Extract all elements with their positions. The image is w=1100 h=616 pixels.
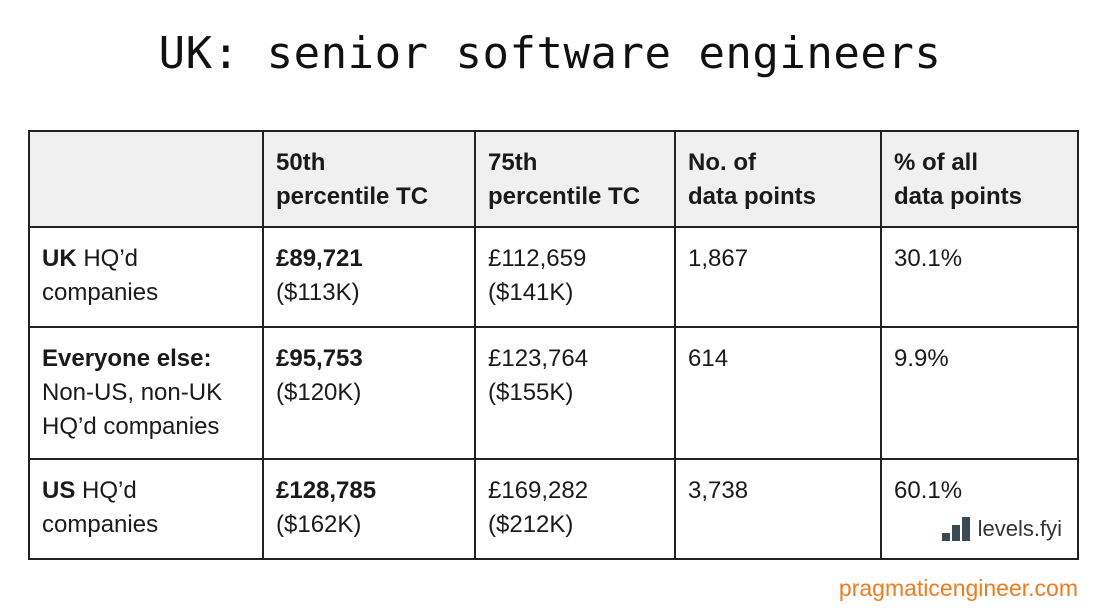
row-label-cell: UK HQ’d companies: [28, 226, 264, 328]
levels-fyi-logo-icon: [941, 517, 970, 541]
header-cell-p75: 75th percentile TC: [474, 130, 676, 228]
p75-cell: £123,764 ($155K): [474, 326, 676, 460]
p75-usd-value: ($212K): [488, 511, 574, 538]
header-cell-empty: [28, 130, 264, 228]
levels-fyi-label: levels.fyi: [977, 516, 1062, 541]
row-label-cell: US HQ’d companies: [28, 458, 264, 560]
header-p50-line1: 50th: [276, 149, 326, 176]
p75-usd-value: ($141K): [488, 279, 574, 306]
data-points-cell: 1,867: [674, 226, 882, 328]
p75-usd-value: ($155K): [488, 379, 574, 406]
p50-gbp-value: £128,785: [276, 477, 377, 504]
percent-cell: 30.1%: [880, 226, 1079, 328]
row-label-rest: HQ’d companies: [42, 245, 159, 306]
percent-cell: 60.1%: [880, 458, 1079, 560]
header-cell-percent: % of all data points: [880, 130, 1079, 228]
header-cell-p50: 50th percentile TC: [262, 130, 476, 228]
p50-usd-value: ($113K): [276, 279, 360, 306]
p50-gbp-value: £89,721: [276, 245, 363, 272]
header-p75-line2: percentile TC: [488, 183, 641, 210]
p75-gbp-value: £112,659: [488, 245, 587, 272]
p75-cell: £169,282 ($212K): [474, 458, 676, 560]
table-row: UK HQ’d companies £89,721 ($113K) £112,6…: [28, 226, 1079, 328]
row-label-rest: HQ’d companies: [42, 477, 159, 538]
header-percent-line2: data points: [894, 183, 1023, 210]
p50-cell: £128,785 ($162K): [262, 458, 476, 560]
percent-cell: 9.9%: [880, 326, 1079, 460]
row-label-cell: Everyone else: Non-US, non-UK HQ’d compan…: [28, 326, 264, 460]
header-data-points-line1: No. of: [688, 149, 756, 176]
p50-cell: £95,753 ($120K): [262, 326, 476, 460]
chart-title: UK: senior software engineers: [158, 28, 942, 79]
salary-table: 50th percentile TC 75th percentile TC No…: [28, 130, 1079, 560]
p50-usd-value: ($162K): [276, 511, 362, 538]
table-header-row: 50th percentile TC 75th percentile TC No…: [28, 130, 1079, 228]
row-label-bold: Everyone else:: [42, 345, 212, 372]
data-points-cell: 614: [674, 326, 882, 460]
p75-gbp-value: £123,764: [488, 345, 589, 372]
header-data-points-line2: data points: [688, 183, 817, 210]
data-points-cell: 3,738: [674, 458, 882, 560]
p75-cell: £112,659 ($141K): [474, 226, 676, 328]
levels-fyi-brand: levels.fyi: [941, 516, 1062, 542]
header-cell-data-points: No. of data points: [674, 130, 882, 228]
header-percent-line1: % of all: [894, 149, 979, 176]
p50-usd-value: ($120K): [276, 379, 362, 406]
header-p75-line1: 75th: [488, 149, 538, 176]
p50-cell: £89,721 ($113K): [262, 226, 476, 328]
table-row: US HQ’d companies £128,785 ($162K) £169,…: [28, 458, 1079, 560]
row-label-bold: US: [42, 477, 76, 504]
p75-gbp-value: £169,282: [488, 477, 589, 504]
row-label-bold: UK: [42, 245, 77, 272]
footer-source-link[interactable]: pragmaticengineer.com: [838, 575, 1078, 601]
row-label-rest: Non-US, non-UK HQ’d companies: [42, 379, 223, 440]
p50-gbp-value: £95,753: [276, 345, 363, 372]
header-p50-line2: percentile TC: [276, 183, 429, 210]
table-row: Everyone else: Non-US, non-UK HQ’d compan…: [28, 326, 1079, 460]
